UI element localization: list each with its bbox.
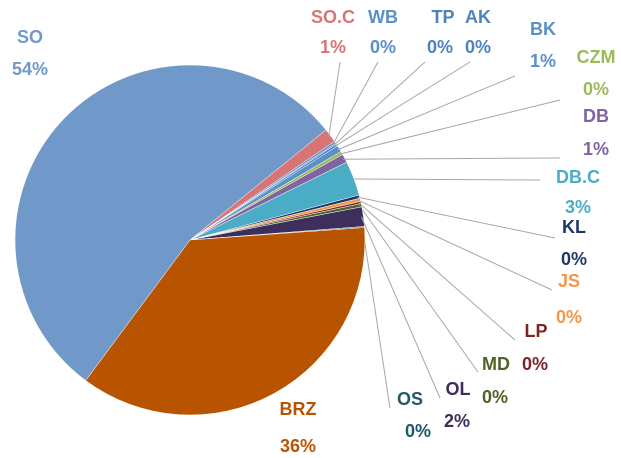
leader-line — [362, 227, 391, 409]
leader-line — [359, 205, 479, 373]
slice-value-label: 0% — [465, 37, 491, 57]
slice-value-label: 3% — [565, 197, 591, 217]
slice-value-label: 0% — [370, 37, 396, 57]
leader-line — [339, 99, 561, 155]
slice-label: DB.C — [556, 167, 600, 187]
leader-line — [358, 199, 553, 291]
slice-value-label: 1% — [530, 51, 556, 71]
slice-label: LP — [524, 321, 547, 341]
slice-label: BRZ — [280, 399, 317, 419]
slice-value-label: 1% — [583, 139, 609, 159]
slice-value-label: 54% — [12, 59, 48, 79]
slice-value-label: 0% — [482, 387, 508, 407]
leader-line — [351, 178, 541, 181]
slice-label: KL — [562, 217, 586, 237]
slice-label: CZM — [577, 47, 616, 67]
leader-line — [328, 61, 341, 137]
slice-label: MD — [482, 354, 510, 374]
slice-value-label: 0% — [556, 307, 582, 327]
leader-line — [360, 216, 441, 399]
leader-line — [357, 196, 556, 239]
slice-value-label: 0% — [427, 37, 453, 57]
pie-slice — [14, 64, 327, 381]
slice-value-label: 1% — [320, 37, 346, 57]
slice-value-label: 0% — [405, 421, 431, 441]
leader-line — [333, 61, 379, 144]
pie-slice — [85, 227, 366, 416]
leader-line — [342, 157, 561, 160]
slice-label: OS — [397, 389, 423, 409]
slice-value-label: 2% — [444, 411, 470, 431]
leader-line — [335, 61, 471, 147]
slice-value-label: 0% — [561, 249, 587, 269]
slice-value-label: 36% — [280, 436, 316, 456]
slice-label: AK — [465, 7, 491, 27]
leader-line — [337, 75, 516, 151]
slice-label: SO.C — [311, 7, 355, 27]
slice-label: BK — [530, 19, 556, 39]
leader-line — [334, 61, 426, 146]
slice-label: JS — [558, 271, 580, 291]
slice-value-label: 0% — [522, 354, 548, 374]
slice-value-label: 0% — [583, 79, 609, 99]
slice-label: WB — [368, 7, 398, 27]
leader-line — [358, 202, 516, 341]
slice-label: SO — [17, 27, 43, 47]
slice-label: DB — [583, 106, 609, 126]
slice-label: OL — [446, 379, 471, 399]
slice-label: TP — [431, 7, 454, 27]
